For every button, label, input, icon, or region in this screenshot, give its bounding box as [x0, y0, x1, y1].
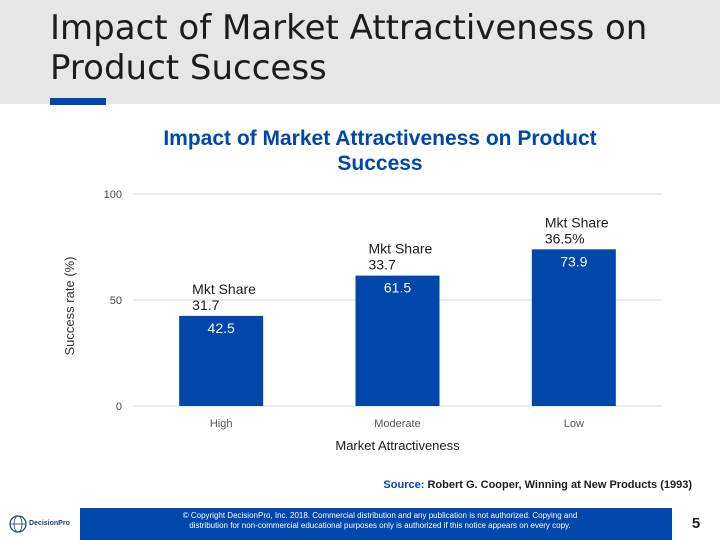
bar-moderate	[355, 275, 440, 406]
category-label: High	[210, 418, 233, 430]
market-share-annotation: Mkt Share	[369, 241, 433, 257]
page-number: 5	[672, 508, 720, 540]
bar-low	[531, 249, 616, 406]
market-share-annotation: 31.7	[192, 297, 219, 313]
source-note: Source: Robert G. Cooper, Winning at New…	[383, 479, 692, 491]
market-share-annotation: Mkt Share	[192, 281, 256, 297]
category-label: Moderate	[374, 418, 420, 430]
category-labels: High Moderate Low	[210, 418, 584, 430]
category-label: Low	[564, 418, 584, 430]
market-share-annotation: 36.5%	[545, 230, 585, 246]
bars: 42.5 61.5 73.9	[179, 249, 616, 406]
globe-logo-icon	[9, 515, 27, 533]
footer-bar	[0, 508, 720, 540]
y-tick-label: 0	[116, 401, 122, 413]
bar-high	[179, 315, 264, 406]
header-band	[0, 0, 720, 104]
slide-title: Impact of Market Attractiveness on Produ…	[50, 8, 648, 88]
copyright-line-1: © Copyright DecisionPro, Inc. 2018. Comm…	[182, 511, 578, 520]
copyright-line-2: distribution for non-commercial educatio…	[189, 521, 571, 530]
x-axis-title: Market Attractiveness	[335, 438, 460, 453]
value-label: 61.5	[384, 280, 411, 296]
market-share-annotation: Mkt Share	[545, 214, 609, 230]
logo-text: DecisionPro	[29, 520, 70, 527]
y-tick-label: 100	[104, 189, 122, 201]
y-axis-title: Success rate (%)	[62, 257, 77, 356]
value-label: 73.9	[560, 253, 587, 269]
value-label: 42.5	[208, 320, 235, 336]
y-tick-label: 50	[110, 295, 122, 307]
chart-title: Impact of Market Attractiveness on Produ…	[163, 127, 597, 175]
y-tick-labels: 0 50 100	[104, 189, 122, 413]
accent-bar	[50, 98, 106, 105]
copyright-notice: © Copyright DecisionPro, Inc. 2018. Comm…	[150, 511, 610, 531]
market-share-annotation: 33.7	[369, 257, 396, 273]
source-text: Robert G. Cooper, Winning at New Product…	[427, 479, 692, 491]
logo: DecisionPro	[0, 508, 80, 540]
source-label: Source:	[383, 479, 425, 491]
